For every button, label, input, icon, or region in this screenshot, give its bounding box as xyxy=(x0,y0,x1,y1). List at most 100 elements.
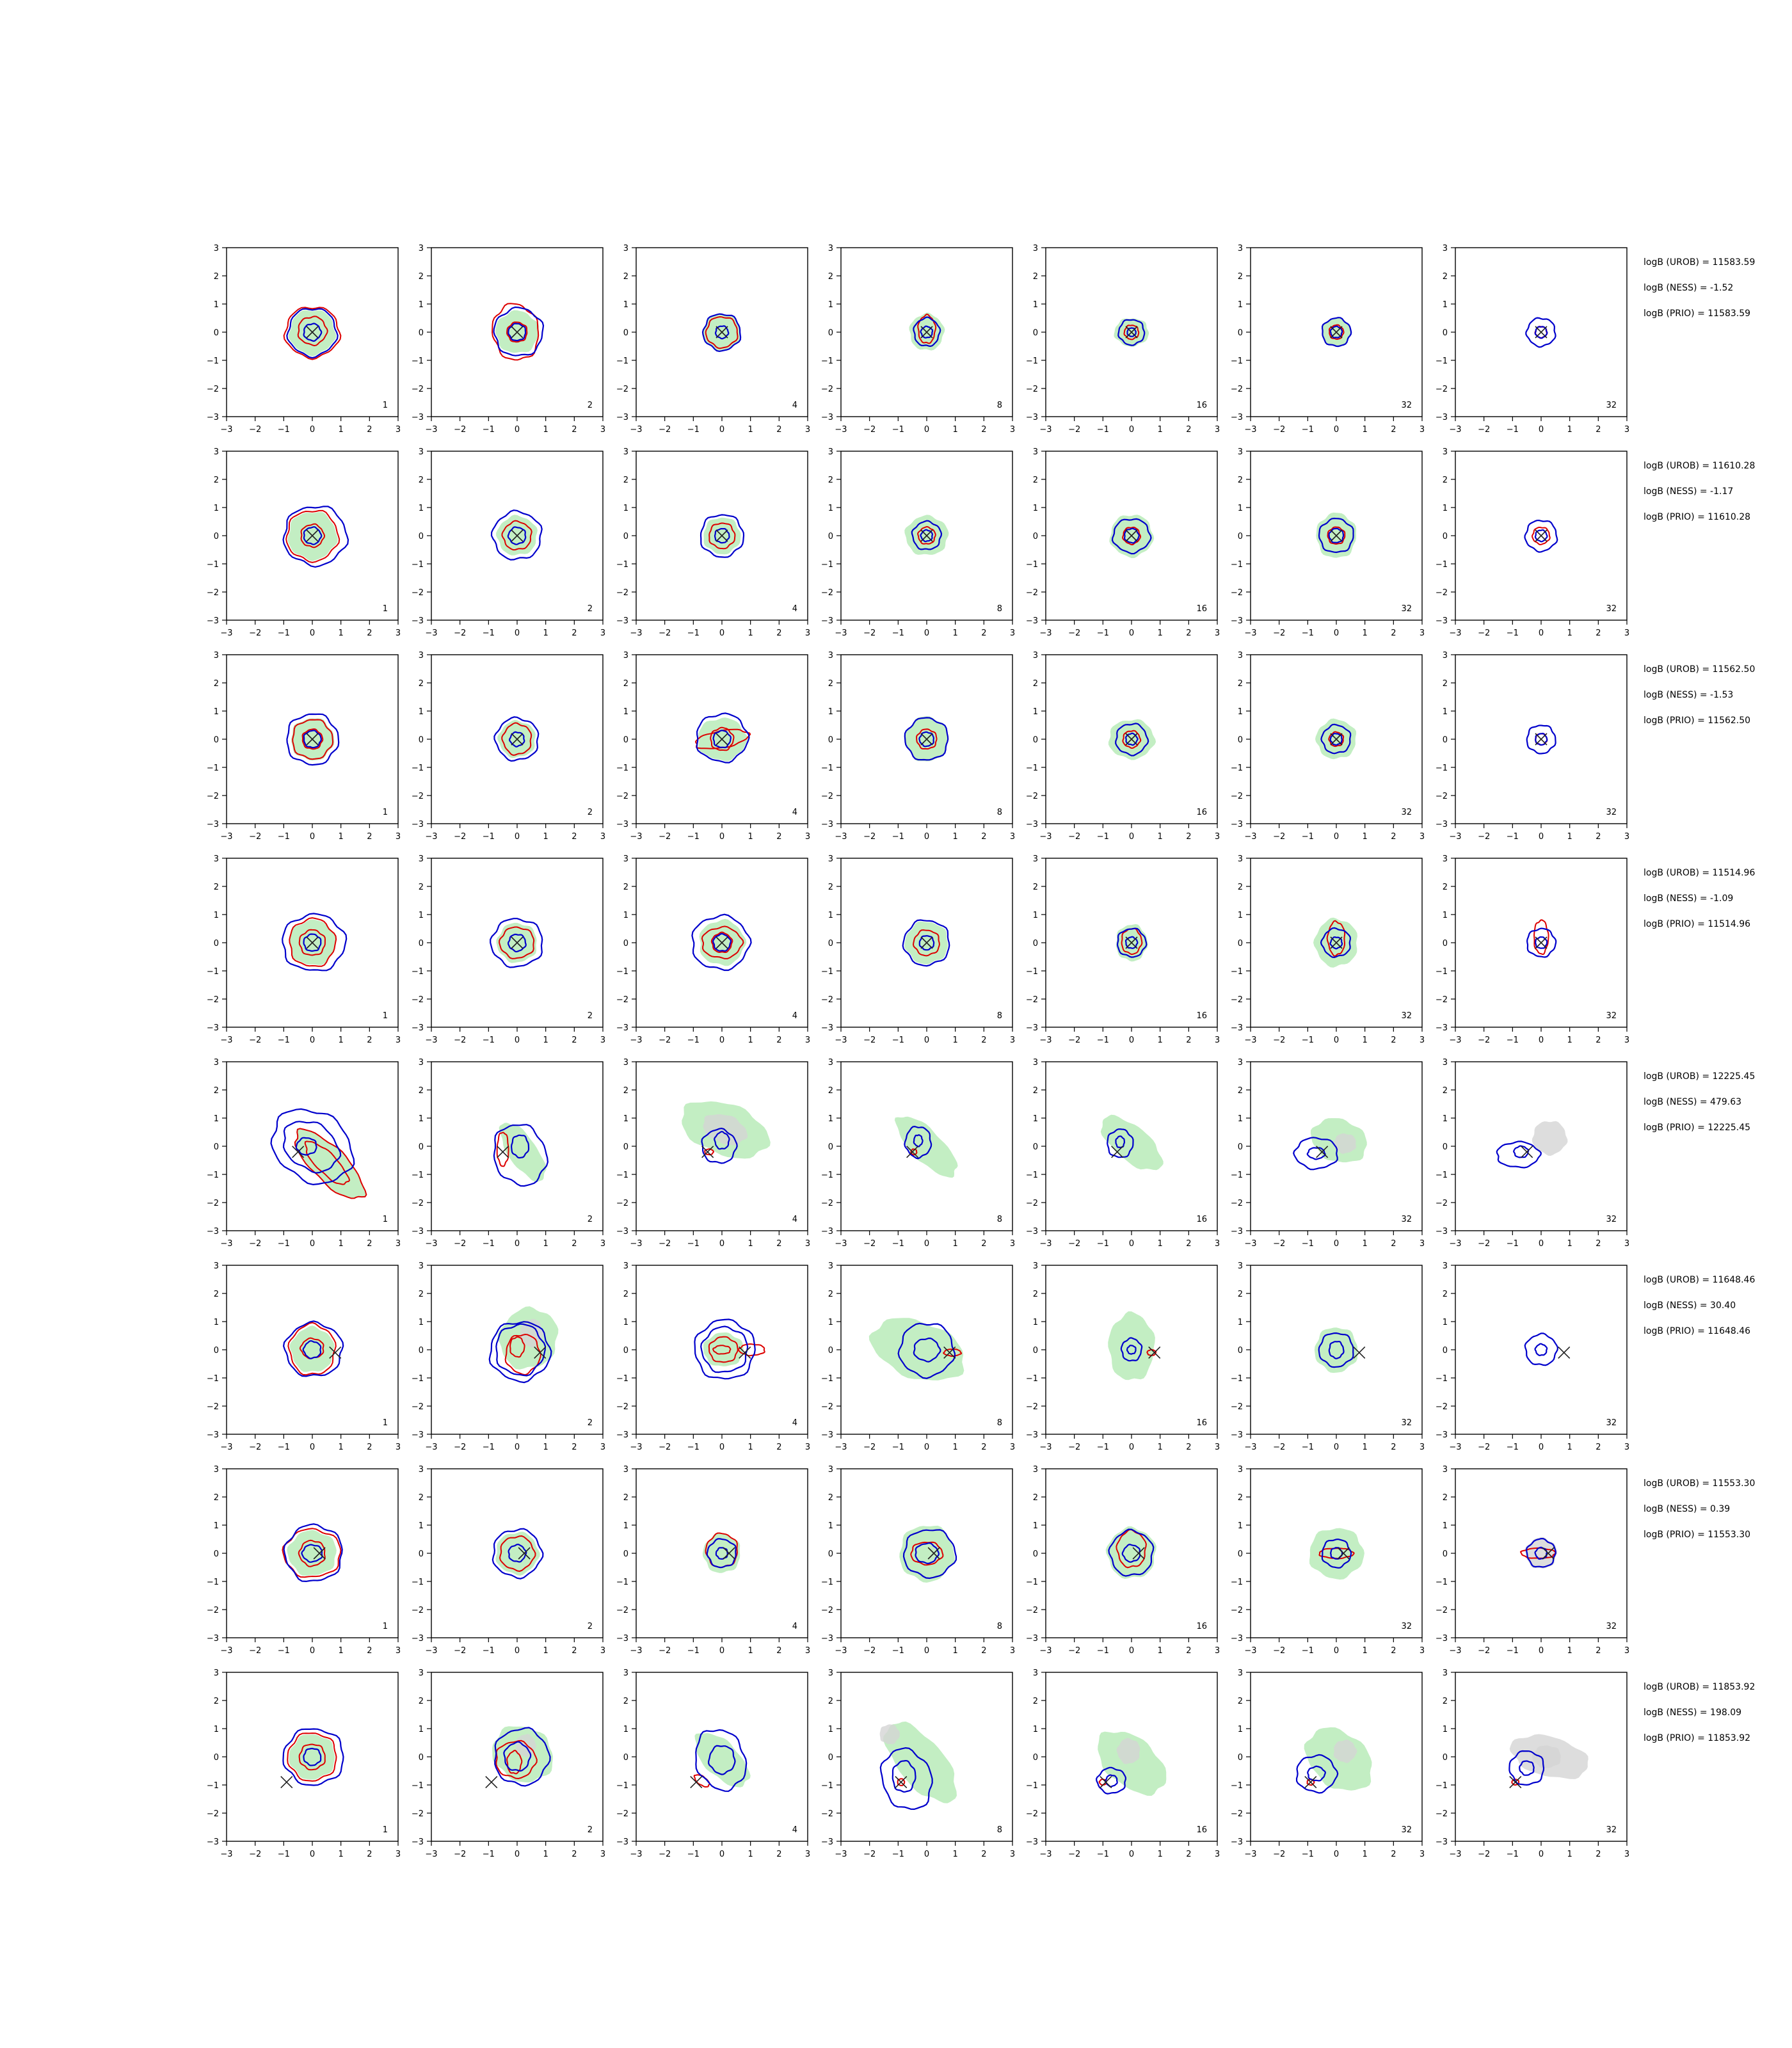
y-tick-label: 3 xyxy=(623,447,628,457)
x-tick-label: 1 xyxy=(339,1239,344,1249)
blue-contour xyxy=(1307,1765,1327,1782)
panel-count-label: 32 xyxy=(1401,1215,1412,1224)
true-value-marker xyxy=(1337,1547,1350,1560)
y-tick-label: 0 xyxy=(214,532,219,541)
y-tick-label: 3 xyxy=(1443,1261,1448,1271)
red-contour xyxy=(1532,527,1551,546)
x-tick-label: 2 xyxy=(572,1646,577,1656)
x-tick-label: −2 xyxy=(659,1850,671,1859)
x-tick-label: −2 xyxy=(1478,1443,1490,1452)
x-tick-label: 2 xyxy=(1391,1036,1396,1045)
y-tick-label: −1 xyxy=(616,1171,628,1180)
blue-contour xyxy=(904,717,949,761)
y-tick-label: 0 xyxy=(214,735,219,745)
panel-contours xyxy=(282,506,349,568)
red-contour xyxy=(301,728,324,750)
y-tick-label: −1 xyxy=(1026,560,1038,570)
true-value-marker xyxy=(943,1346,956,1359)
y-tick-label: 1 xyxy=(419,911,424,920)
x-tick-label: −2 xyxy=(1273,628,1285,638)
x-tick-label: −3 xyxy=(1244,1036,1256,1045)
y-tick-label: −1 xyxy=(821,1374,833,1384)
x-tick-label: −1 xyxy=(483,628,495,638)
x-tick-label: −3 xyxy=(630,1443,642,1452)
red-contour xyxy=(912,929,940,957)
x-tick-label: 3 xyxy=(1215,1239,1220,1249)
panel-r3-c1: −3−3 −2 −2 −1 −1 0 0 1 1 2 2 3 3 1 xyxy=(207,651,401,842)
x-tick-label: 0 xyxy=(719,1443,724,1452)
y-tick-label: 0 xyxy=(1443,1142,1448,1152)
blue-contour xyxy=(1105,1774,1118,1788)
y-tick-label: −1 xyxy=(1026,967,1038,977)
x-tick-label: 3 xyxy=(1215,1646,1220,1656)
y-tick-label: −3 xyxy=(207,1227,219,1236)
x-tick-label: −2 xyxy=(249,425,261,435)
x-tick-label: −1 xyxy=(1097,1239,1109,1249)
x-tick-label: 0 xyxy=(515,832,520,842)
y-tick-label: 1 xyxy=(214,300,219,310)
x-tick-label: 0 xyxy=(515,628,520,638)
true-value-marker xyxy=(306,733,319,746)
y-tick-label: −2 xyxy=(1436,995,1448,1005)
x-tick-label: 3 xyxy=(805,832,810,842)
x-tick-label: 1 xyxy=(748,1850,753,1859)
panel-r8-c3: −3−3 −2 −2 −1 −1 0 0 1 1 2 2 3 3 4 xyxy=(616,1668,810,1859)
y-tick-label: −3 xyxy=(207,1634,219,1644)
x-tick-label: −2 xyxy=(1068,628,1080,638)
x-tick-label: 0 xyxy=(1539,1646,1544,1656)
y-tick-label: −3 xyxy=(1026,1837,1038,1847)
panel-contours xyxy=(1295,1727,1372,1794)
y-tick-label: −3 xyxy=(1231,1023,1243,1033)
x-tick-label: 2 xyxy=(1391,1239,1396,1249)
red-contour xyxy=(1122,526,1142,545)
x-tick-label: −3 xyxy=(220,1850,232,1859)
x-tick-label: 2 xyxy=(776,628,781,638)
x-tick-label: 1 xyxy=(1363,1646,1368,1656)
x-tick-label: 0 xyxy=(924,628,929,638)
y-tick-label: −1 xyxy=(1026,1374,1038,1384)
panel-r3-c3: −3−3 −2 −2 −1 −1 0 0 1 1 2 2 3 3 4 xyxy=(616,651,810,842)
y-tick-label: 2 xyxy=(1033,1493,1038,1503)
y-tick-label: −2 xyxy=(1026,792,1038,801)
x-tick-label: 1 xyxy=(748,628,753,638)
panel-contours xyxy=(682,1101,771,1164)
x-tick-label: 0 xyxy=(515,1443,520,1452)
y-tick-label: 0 xyxy=(1033,532,1038,541)
panel-contours xyxy=(282,1523,343,1583)
y-tick-label: 2 xyxy=(1238,1697,1243,1706)
x-tick-label: 1 xyxy=(953,1239,958,1249)
panel-r6-c1: −3−3 −2 −2 −1 −1 0 0 1 1 2 2 3 3 1 xyxy=(207,1261,401,1452)
panel-contours xyxy=(694,1318,765,1380)
y-tick-label: −1 xyxy=(207,356,219,366)
x-tick-label: 3 xyxy=(396,425,401,435)
y-tick-label: −1 xyxy=(616,1578,628,1587)
x-tick-label: 3 xyxy=(1420,1850,1425,1859)
panel-count-label: 1 xyxy=(383,1825,388,1835)
y-tick-label: 1 xyxy=(419,1521,424,1531)
green-density-contour xyxy=(868,1318,964,1380)
red-contour xyxy=(501,520,532,551)
x-tick-label: 0 xyxy=(1129,1850,1134,1859)
y-tick-label: 2 xyxy=(1443,476,1448,485)
blue-contour xyxy=(1525,1538,1556,1568)
x-tick-label: 1 xyxy=(339,1850,344,1859)
y-tick-label: 3 xyxy=(419,1465,424,1475)
blue-contour xyxy=(920,325,934,339)
panel-count-label: 32 xyxy=(1401,1825,1412,1835)
panel-contours xyxy=(1314,1327,1366,1373)
x-tick-label: 3 xyxy=(600,1239,605,1249)
x-tick-label: 2 xyxy=(1391,1850,1396,1859)
blue-contour xyxy=(1117,319,1146,346)
x-tick-label: 3 xyxy=(805,1443,810,1452)
x-tick-label: −3 xyxy=(1039,628,1052,638)
x-tick-label: −3 xyxy=(1244,425,1256,435)
y-tick-label: −2 xyxy=(1436,385,1448,394)
y-tick-label: 1 xyxy=(623,1521,628,1531)
y-tick-label: −2 xyxy=(412,588,424,598)
x-tick-label: 3 xyxy=(396,832,401,842)
x-tick-label: 2 xyxy=(1186,1646,1191,1656)
x-tick-label: 2 xyxy=(1391,1443,1396,1452)
panel-count-label: 16 xyxy=(1196,1825,1207,1835)
red-contour xyxy=(499,1535,536,1572)
x-tick-label: 2 xyxy=(1186,832,1191,842)
